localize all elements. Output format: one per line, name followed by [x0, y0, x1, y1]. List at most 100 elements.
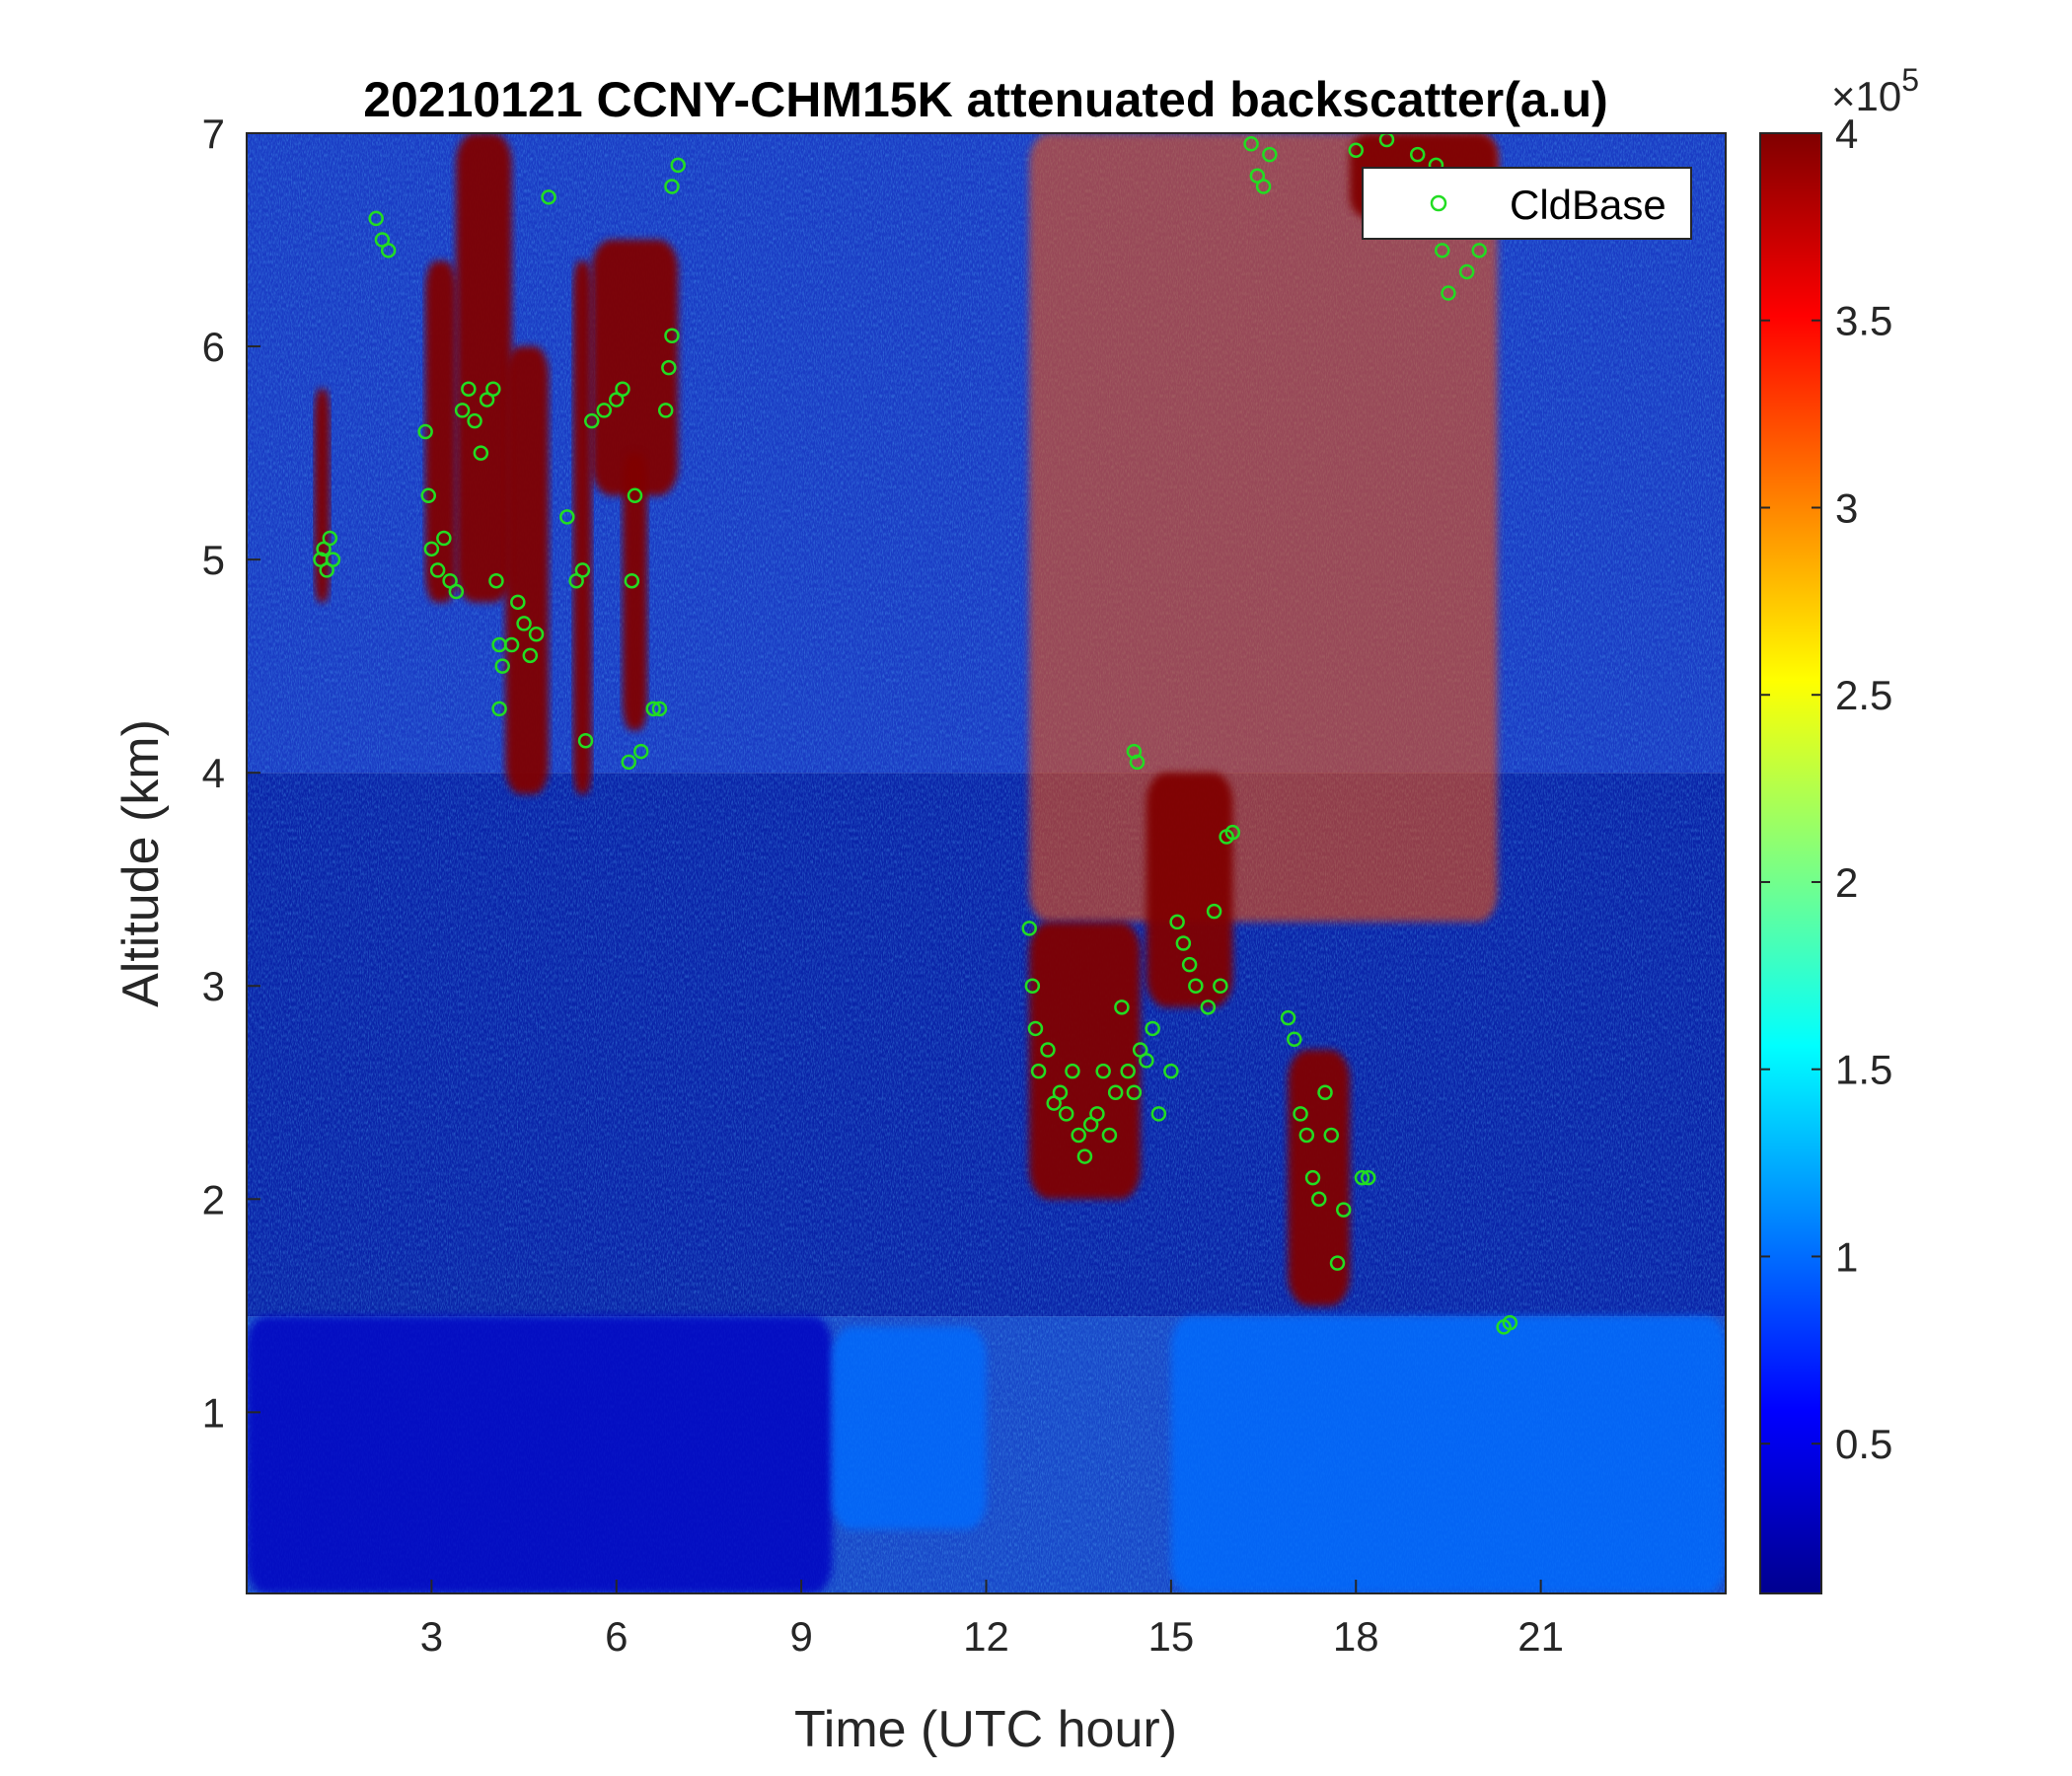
colorbar-multiplier: ×10 — [1831, 73, 1901, 119]
cldbase-point — [1188, 978, 1204, 994]
backscatter-region — [456, 133, 512, 603]
cldbase-point — [368, 210, 384, 227]
cldbase-point — [1434, 243, 1450, 259]
cldbase-point — [516, 616, 532, 631]
cldbase-point — [510, 594, 526, 611]
cldbase-point — [1441, 285, 1456, 301]
cldbase-point — [632, 743, 649, 760]
backscatter-region — [314, 389, 331, 603]
cldbase-point — [621, 754, 636, 771]
cldbase-point — [664, 179, 680, 194]
backscatter-region — [1170, 1316, 1726, 1593]
colorbar-tick-label: 2.5 — [1835, 672, 1892, 718]
cldbase-point — [503, 636, 520, 653]
cldbase-point — [1030, 1063, 1047, 1079]
cldbase-point — [1409, 146, 1426, 163]
x-tick-label: 15 — [1148, 1613, 1195, 1660]
colorbar-tick-label: 3 — [1835, 484, 1858, 531]
cldbase-point — [1262, 146, 1278, 163]
colorbar-tick-label: 2 — [1835, 859, 1858, 906]
cldbase-point — [651, 701, 668, 717]
cldbase-point — [1471, 243, 1487, 259]
cldbase-point — [1360, 1169, 1376, 1186]
cldbase-point — [1287, 1031, 1302, 1047]
cldbase-point — [1107, 1084, 1124, 1101]
y-axis: 1 2 3 4 5 6 7 — [202, 111, 260, 1436]
y-tick-label: 7 — [202, 111, 225, 157]
cldbase-point — [461, 381, 477, 398]
cldbase-point — [1040, 1042, 1056, 1058]
x-tick-label: 6 — [605, 1613, 628, 1660]
cldbase-point — [1348, 142, 1364, 159]
cldbase-point — [448, 583, 465, 600]
cldbase-point — [322, 530, 338, 547]
cldbase-point — [1354, 1169, 1370, 1186]
cldbase-point — [467, 412, 482, 429]
cldbase-point — [1058, 1106, 1074, 1122]
backscatter-region — [591, 240, 679, 496]
backscatter-region — [1146, 773, 1233, 1007]
x-tick-label: 21 — [1517, 1613, 1564, 1660]
y-tick-label: 1 — [202, 1389, 225, 1436]
cldbase-point — [1101, 1127, 1118, 1144]
x-axis: 3 6 9 12 15 18 21 — [420, 1580, 1564, 1660]
cldbase-point — [420, 487, 437, 504]
colorbar: 0.5 1 1.5 2 2.5 3 3.5 4 ×105 — [1759, 62, 1919, 1594]
cldbase-point — [491, 701, 507, 717]
cldbase-point — [325, 552, 341, 567]
legend-marker — [1430, 194, 1447, 212]
legend: CldBase — [1362, 167, 1692, 240]
colorbar-ticks: 0.5 1 1.5 2 2.5 3 3.5 4 — [1760, 111, 1892, 1467]
backscatter-region — [1029, 922, 1141, 1200]
cldbase-point — [1458, 263, 1475, 280]
backscatter-region — [1029, 133, 1498, 923]
cldbase-point — [1502, 1314, 1518, 1331]
backscatter-region — [573, 260, 592, 794]
legend-box — [1362, 167, 1692, 240]
colorbar-tick-label: 1 — [1835, 1233, 1858, 1280]
chart-title: 20210121 CCNY-CHM15K attenuated backscat… — [363, 72, 1608, 127]
cldbase-point — [1378, 133, 1395, 148]
cldbase-point — [1150, 1106, 1167, 1122]
x-tick-label: 18 — [1333, 1613, 1379, 1660]
cldbase-point — [417, 423, 433, 440]
cldbase-point — [423, 541, 440, 557]
cldbase-point — [596, 403, 613, 418]
y-tick-label: 4 — [202, 750, 225, 796]
cldbase-point — [488, 572, 504, 589]
colorbar-exponent-value: 5 — [1901, 62, 1919, 98]
cldbase-point — [1052, 1084, 1069, 1101]
cldbase-point — [1317, 1084, 1333, 1101]
colorbar-tick-label: 0.5 — [1835, 1421, 1892, 1467]
cldbase-point — [1089, 1106, 1105, 1122]
colorbar-gradient — [1760, 133, 1821, 1593]
cldbase-point — [1126, 1084, 1143, 1101]
cldbase-point — [1120, 1063, 1136, 1079]
x-tick-label: 9 — [789, 1613, 812, 1660]
colorbar-exponent: ×105 — [1831, 62, 1919, 119]
cldbase-point — [577, 733, 594, 749]
x-axis-label: Time (UTC hour) — [794, 1701, 1177, 1758]
colorbar-tick-label: 1.5 — [1835, 1047, 1892, 1093]
cldbase-point — [1145, 1020, 1160, 1037]
cldbase-point — [1139, 1053, 1154, 1069]
cldbase-point — [559, 509, 575, 525]
cldbase-point — [1200, 999, 1217, 1015]
cldbase-point — [1027, 1020, 1044, 1037]
cldbase-point — [528, 626, 545, 642]
cldbase-point — [1065, 1063, 1080, 1079]
cldbase-point — [1024, 978, 1041, 994]
cldbase-point — [661, 359, 677, 376]
cldbase-point — [454, 403, 471, 418]
colorbar-tick-label: 4 — [1835, 111, 1858, 157]
y-tick-label: 5 — [202, 537, 225, 583]
cldbase-point — [1095, 1063, 1111, 1079]
cldbase-point — [1243, 136, 1259, 152]
cldbase-point — [624, 572, 640, 589]
cldbase-point — [1311, 1191, 1327, 1208]
y-tick-label: 2 — [202, 1176, 225, 1222]
cldbase-point — [1076, 1148, 1093, 1164]
cldbase-point — [1175, 935, 1192, 951]
backscatter-region — [505, 346, 550, 794]
